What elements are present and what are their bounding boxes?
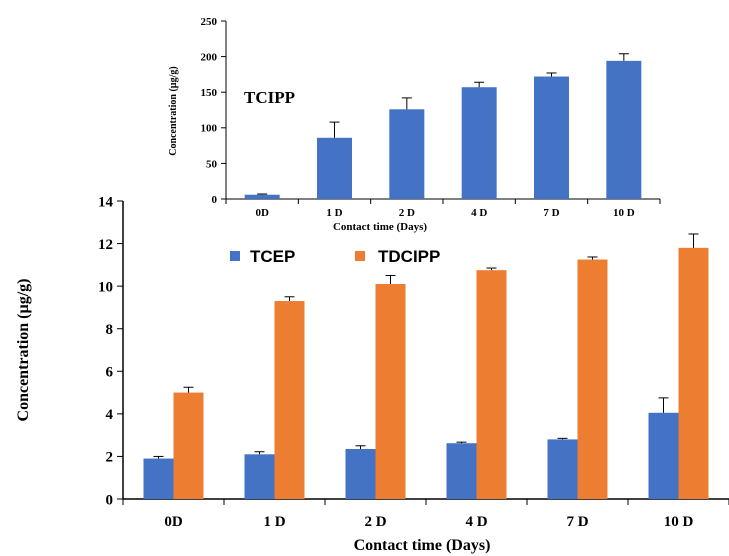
legend-swatch-tdcipp	[355, 251, 365, 261]
main-bar-tdcipp	[476, 270, 507, 499]
legend-label-tdcipp: TDCIPP	[378, 247, 440, 266]
inset-bar-series	[606, 60, 642, 199]
inset-y-tick-label: 250	[201, 16, 218, 28]
inset-bar-series	[461, 87, 497, 199]
inset-y-tick-label: 0	[212, 194, 218, 206]
main-x-axis-label: Contact time (Days)	[354, 537, 491, 554]
inset-x-tick-label: 10 D	[613, 207, 635, 219]
main-y-tick-label: 6	[106, 365, 114, 381]
inset-y-axis-label: Concentration (µg/g)	[168, 66, 179, 155]
main-bar-tcep	[648, 412, 679, 499]
inset-y-tick-label: 50	[206, 158, 218, 170]
main-bar-tdcipp	[375, 284, 406, 499]
main-y-tick-label: 14	[98, 194, 114, 210]
inset-x-tick-label: 4 D	[471, 207, 487, 219]
inset-bar-series	[244, 194, 280, 199]
main-bar-tcep	[244, 454, 275, 499]
inset-y-tick-label: 200	[201, 51, 218, 63]
main-y-tick-label: 2	[106, 450, 114, 466]
main-bar-tcep	[143, 458, 174, 499]
main-x-tick-label: 4 D	[465, 514, 487, 530]
main-y-tick-label: 0	[106, 492, 114, 508]
inset-x-tick-label: 1 D	[326, 207, 342, 219]
inset-y-tick-label: 150	[201, 87, 218, 99]
main-bar-tcep	[345, 448, 376, 499]
main-bar-tcep	[547, 439, 578, 499]
main-x-tick-label: 0D	[164, 514, 183, 530]
inset-bar-series	[534, 76, 569, 199]
main-bar-tdcipp	[274, 301, 305, 499]
main-x-tick-label: 1 D	[263, 514, 285, 530]
main-bar-tcep	[446, 443, 477, 499]
main-x-tick-label: 7 D	[566, 514, 588, 530]
inset-x-tick-label: 0D	[255, 207, 269, 219]
main-y-tick-label: 10	[98, 279, 113, 295]
main-bar-tdcipp	[173, 392, 204, 499]
main-y-tick-label: 8	[106, 322, 114, 338]
legend-swatch-tcep	[230, 251, 240, 261]
inset-x-axis-label: Contact time (Days)	[333, 221, 427, 233]
main-bar-tdcipp	[577, 259, 608, 499]
inset-x-tick-label: 7 D	[543, 207, 559, 219]
inset-bar-series	[317, 137, 352, 199]
main-bar-tdcipp	[678, 247, 709, 499]
main-x-tick-label: 2 D	[364, 514, 386, 530]
main-y-axis-label: Concentration (µg/g)	[15, 279, 32, 422]
legend-label-tcep: TCEP	[250, 247, 295, 266]
main-x-tick-label: 10 D	[664, 514, 694, 530]
inset-y-tick-label: 100	[201, 123, 218, 135]
main-y-tick-label: 12	[98, 237, 113, 253]
inset-bar-series	[389, 109, 425, 199]
inset-x-tick-label: 2 D	[399, 207, 415, 219]
main-y-tick-label: 4	[106, 407, 114, 423]
inset-annotation: TCIPP	[244, 88, 295, 107]
